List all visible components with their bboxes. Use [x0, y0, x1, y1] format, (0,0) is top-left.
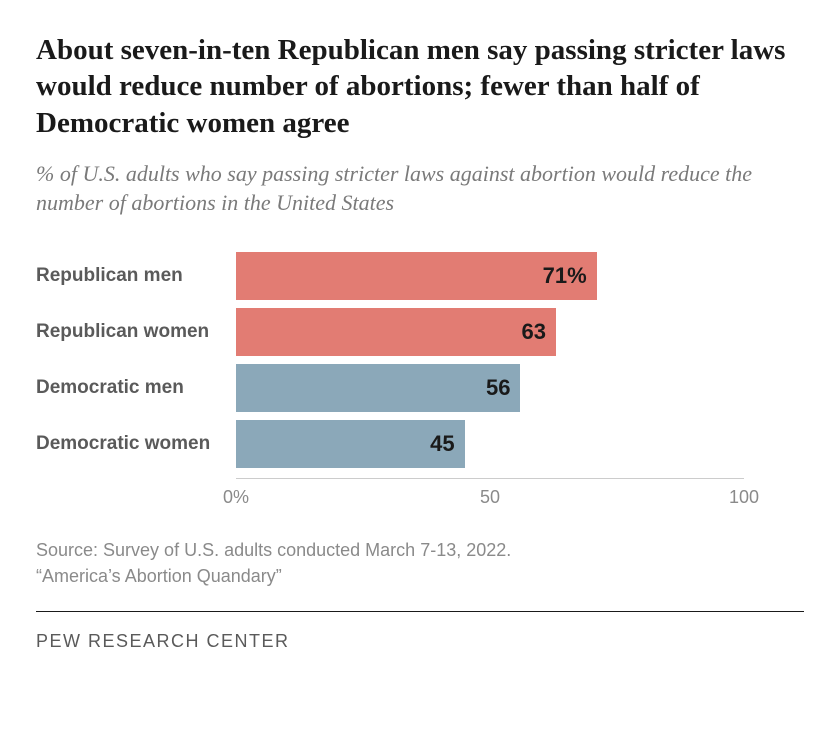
bar-label: Republican men: [36, 265, 226, 287]
bar-track: 56: [236, 364, 744, 412]
bar-fill: [236, 308, 556, 356]
chart-area: Republican men71%Republican women63Democ…: [36, 246, 804, 513]
bar-label: Democratic men: [36, 377, 226, 399]
bar-row: Republican women63: [236, 308, 744, 356]
bar-row: Democratic women45: [236, 420, 744, 468]
bar-value: 71%: [543, 263, 587, 289]
x-axis-tick: 50: [480, 487, 500, 508]
bar-track: 71%: [236, 252, 744, 300]
bars-region: Republican men71% Republican women63 Democ…: [236, 246, 744, 479]
x-axis: 0%50100: [236, 481, 744, 513]
x-axis-tick: 100: [729, 487, 759, 508]
bar-label: Republican women: [36, 321, 226, 343]
report-text: “America’s Abortion Quandary”: [36, 563, 804, 589]
bar-value: 45: [430, 431, 454, 457]
bar-label: Democratic women: [36, 433, 226, 455]
chart-subtitle: % of U.S. adults who say passing stricte…: [36, 159, 804, 218]
bar-value: 56: [486, 375, 510, 401]
source-text: Source: Survey of U.S. adults conducted …: [36, 537, 804, 563]
chart-footer: Source: Survey of U.S. adults conducted …: [36, 537, 804, 654]
bar-row: Republican men71%: [236, 252, 744, 300]
x-axis-tick: 0%: [223, 487, 249, 508]
chart-title: About seven-in-ten Republican men say pa…: [36, 32, 804, 141]
attribution: PEW RESEARCH CENTER: [36, 628, 804, 654]
bar-row: Democratic men56: [236, 364, 744, 412]
bar-track: 63: [236, 308, 744, 356]
bar-value: 63: [522, 319, 546, 345]
bar-fill: [236, 364, 520, 412]
bar-track: 45: [236, 420, 744, 468]
